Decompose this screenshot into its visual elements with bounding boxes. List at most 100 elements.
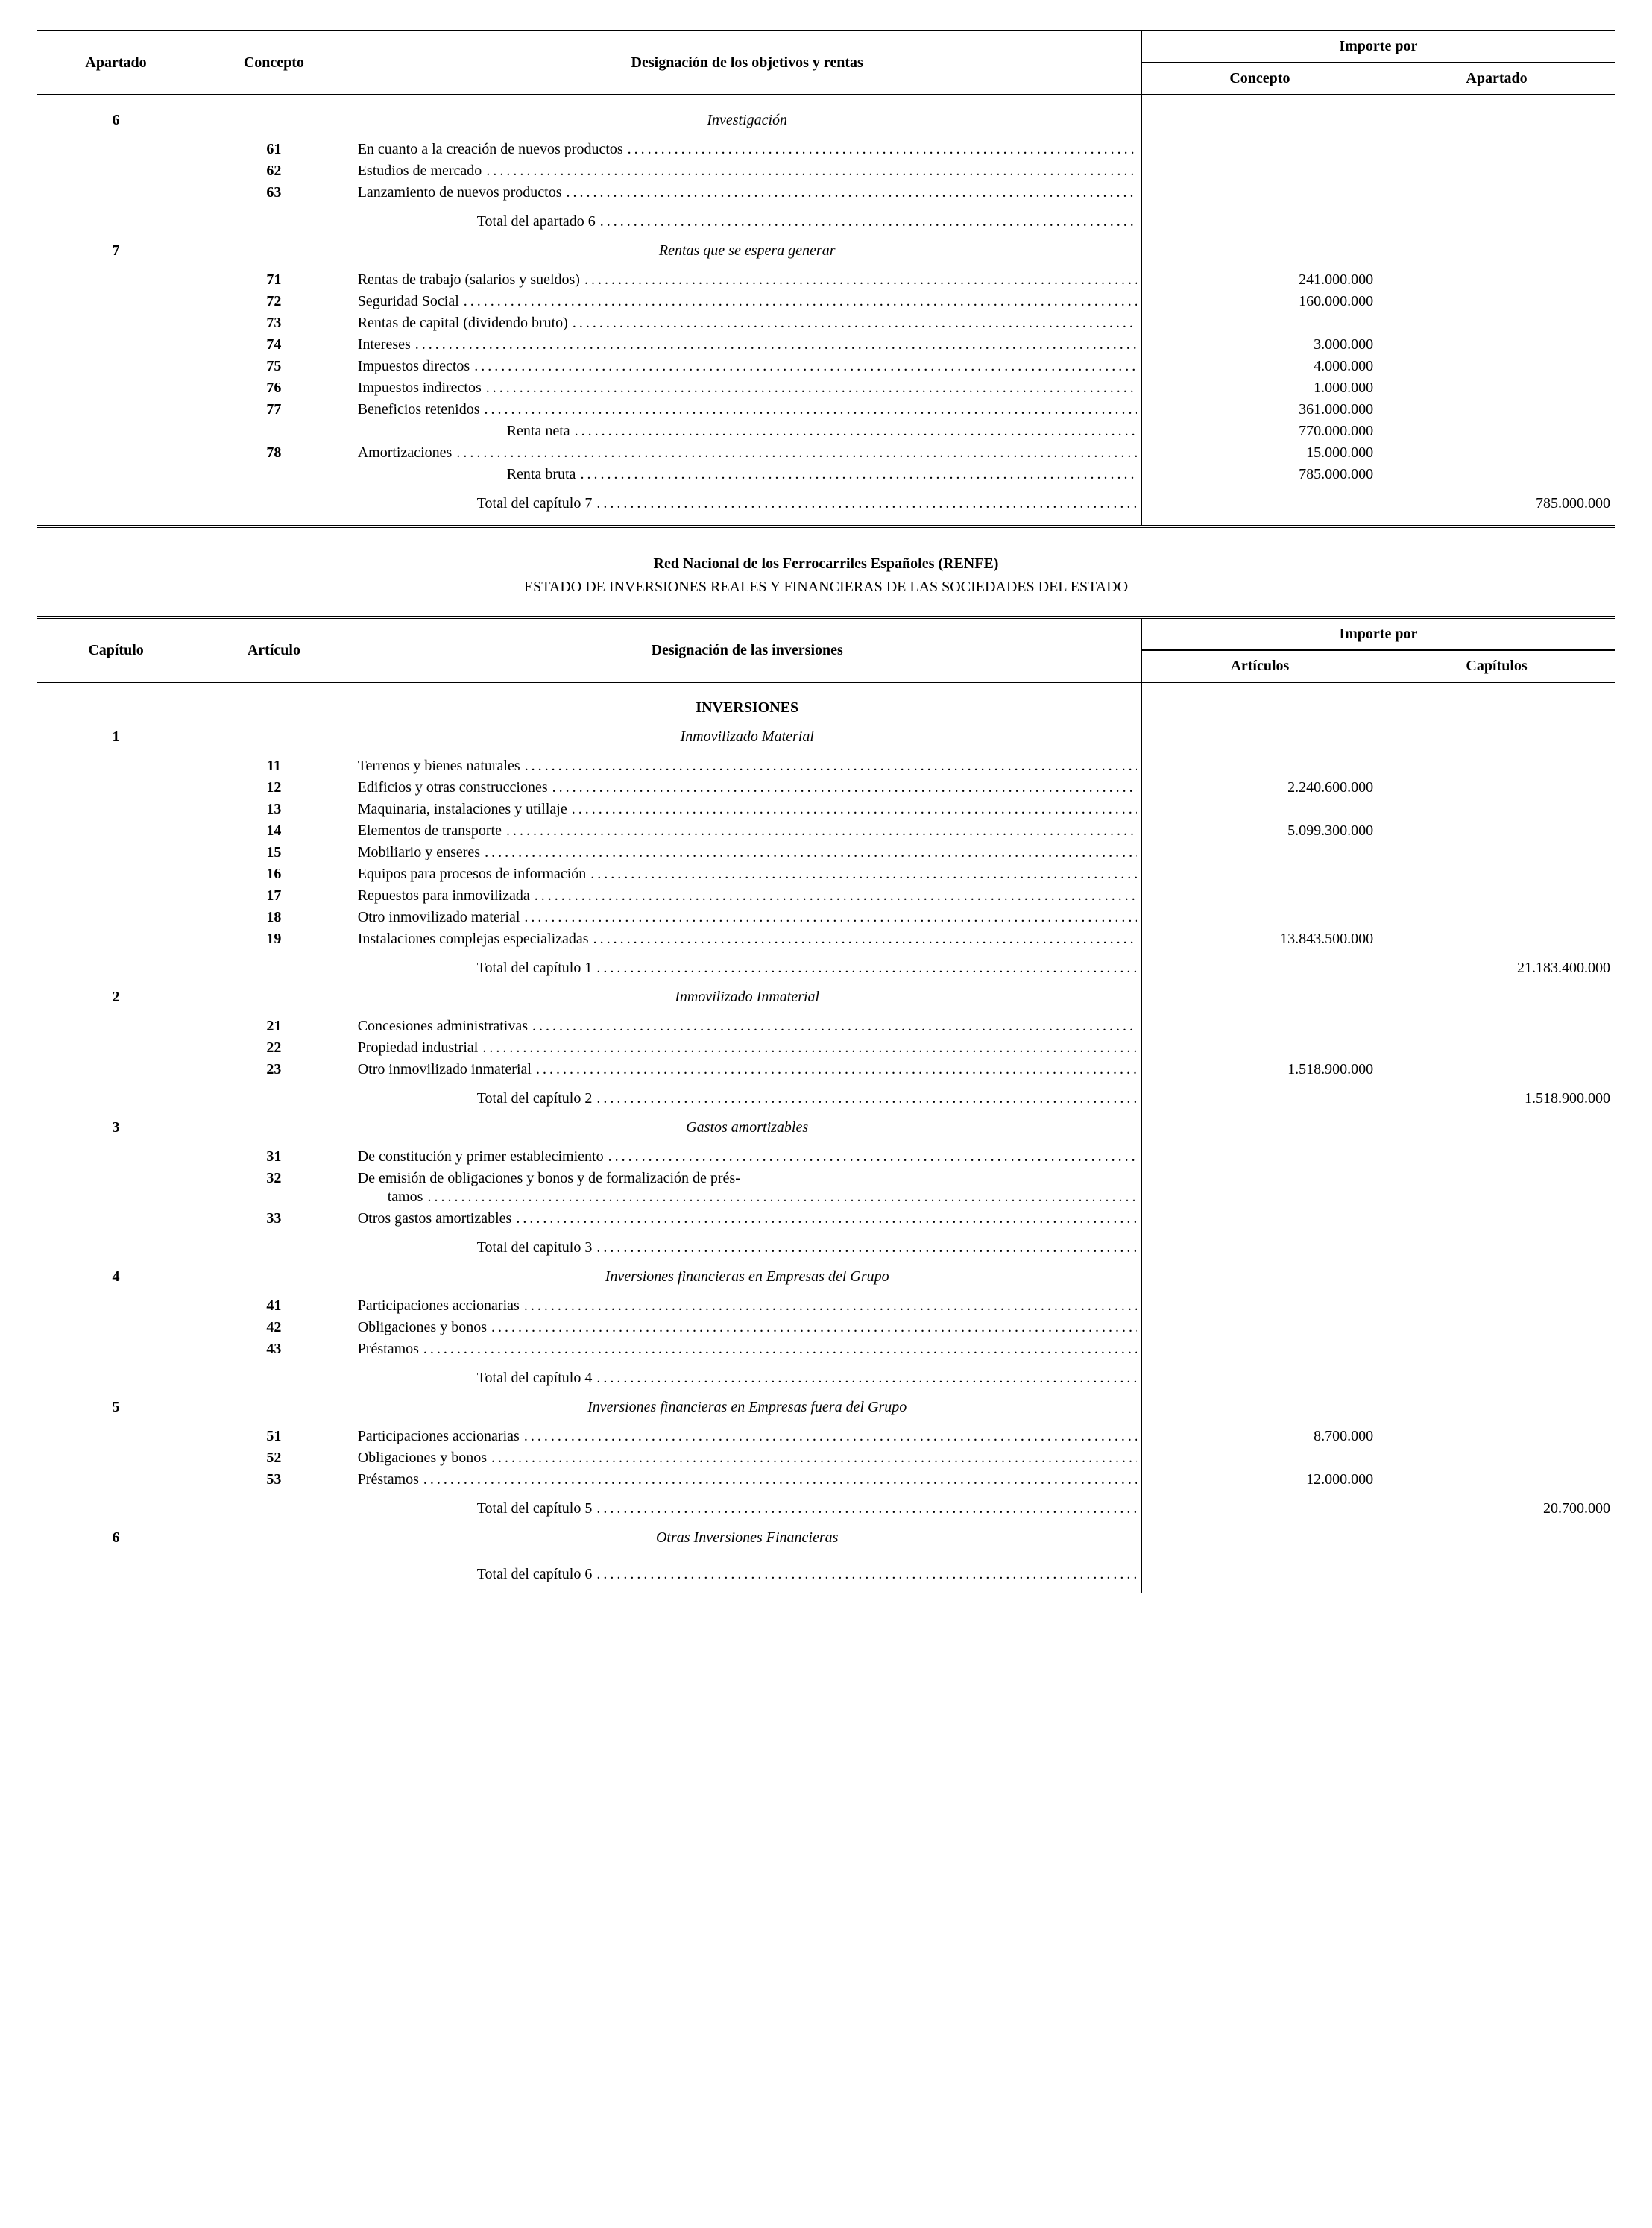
row-value-capitulo (1378, 755, 1615, 777)
table-row: 18Otro inmovilizado material (37, 907, 1615, 928)
row-value-capitulo (1378, 1208, 1615, 1230)
row-value-capitulo (1378, 777, 1615, 799)
total-row: Total del capítulo 2 1.518.900.000 (37, 1088, 1615, 1110)
row-label: Préstamos (353, 1338, 1141, 1360)
total-value-capitulo: 21.183.400.000 (1378, 957, 1615, 979)
total-value-articulo (1141, 1564, 1378, 1585)
table-row: 51Participaciones accionarias8.700.000 (37, 1426, 1615, 1447)
table-row: 75Impuestos directos4.000.000 (37, 356, 1615, 377)
total-row: Total del capítulo 4 (37, 1368, 1615, 1389)
articulo-code: 53 (195, 1469, 353, 1491)
table-row: 33Otros gastos amortizables (37, 1208, 1615, 1230)
articulo-code: 41 (195, 1295, 353, 1317)
row-label: Intereses (353, 334, 1141, 356)
total-label: Total del capítulo 2 (353, 1088, 1141, 1110)
total-label: Total del apartado 6 (353, 211, 1141, 233)
concepto-code: 74 (195, 334, 353, 356)
row-value-articulo: 2.240.600.000 (1141, 777, 1378, 799)
row-label: Obligaciones y bonos (353, 1447, 1141, 1469)
row-value-concepto (1141, 182, 1378, 204)
row-value-articulo (1141, 1208, 1378, 1230)
total-row: Total del capítulo 520.700.000 (37, 1498, 1615, 1520)
row-value-concepto: 785.000.000 (1141, 464, 1378, 485)
table-row: 61En cuanto a la creación de nuevos prod… (37, 139, 1615, 160)
row-label: Impuestos indirectos (353, 377, 1141, 399)
row-value-capitulo (1378, 1168, 1615, 1208)
row-value-apartado (1378, 182, 1615, 204)
section-heading: Inmovilizado Inmaterial (353, 986, 1141, 1008)
articulo-code: 52 (195, 1447, 353, 1469)
row-label: Obligaciones y bonos (353, 1317, 1141, 1338)
table-row: 42Obligaciones y bonos (37, 1317, 1615, 1338)
row-value-articulo (1141, 1016, 1378, 1037)
row-label: Concesiones administrativas (353, 1016, 1141, 1037)
articulo-code: 51 (195, 1426, 353, 1447)
table-row: 12Edificios y otras construcciones2.240.… (37, 777, 1615, 799)
row-label: Otro inmovilizado inmaterial (353, 1059, 1141, 1080)
row-value-articulo (1141, 1037, 1378, 1059)
row-value-articulo (1141, 1295, 1378, 1317)
row-value-apartado (1378, 139, 1615, 160)
row-value-articulo (1141, 799, 1378, 820)
row-label: Edificios y otras construcciones (353, 777, 1141, 799)
table-row: 16Equipos para procesos de información (37, 863, 1615, 885)
row-value-apartado (1378, 421, 1615, 442)
table-row: 63Lanzamiento de nuevos productos (37, 182, 1615, 204)
row-value-concepto: 361.000.000 (1141, 399, 1378, 421)
total-value-capitulo (1378, 1564, 1615, 1585)
table-row: 23Otro inmovilizado inmaterial1.518.900.… (37, 1059, 1615, 1080)
row-label: De emisión de obligaciones y bonos y de … (353, 1168, 1141, 1208)
row-value-apartado (1378, 356, 1615, 377)
table-row: 74Intereses3.000.000 (37, 334, 1615, 356)
articulo-code: 13 (195, 799, 353, 820)
row-label: Renta neta (353, 421, 1141, 442)
capitulo-3: 3 (37, 1117, 195, 1139)
th-imp-capitulos: Capítulos (1378, 650, 1615, 682)
capitulo-4: 4 (37, 1266, 195, 1288)
row-value-capitulo (1378, 928, 1615, 950)
row-value-concepto: 770.000.000 (1141, 421, 1378, 442)
total-value-capitulo: 1.518.900.000 (1378, 1088, 1615, 1110)
row-label: Impuestos directos (353, 356, 1141, 377)
articulo-code: 12 (195, 777, 353, 799)
row-label: Rentas de capital (dividendo bruto) (353, 312, 1141, 334)
row-label: Estudios de mercado (353, 160, 1141, 182)
total-value-articulo (1141, 1368, 1378, 1389)
row-value-articulo (1141, 907, 1378, 928)
row-label: Maquinaria, instalaciones y utillaje (353, 799, 1141, 820)
articulo-code: 31 (195, 1146, 353, 1168)
row-value-apartado (1378, 160, 1615, 182)
row-value-apartado (1378, 464, 1615, 485)
concepto-code: 72 (195, 291, 353, 312)
capitulo-5: 5 (37, 1397, 195, 1418)
total-value-capitulo: 20.700.000 (1378, 1498, 1615, 1520)
row-value-articulo: 13.843.500.000 (1141, 928, 1378, 950)
capitulo-6: 6 (37, 1527, 195, 1549)
row-value-concepto (1141, 160, 1378, 182)
table-row: 78Amortizaciones15.000.000 (37, 442, 1615, 464)
row-value-capitulo (1378, 820, 1615, 842)
row-label: Mobiliario y enseres (353, 842, 1141, 863)
articulo-code: 16 (195, 863, 353, 885)
row-label: Repuestos para inmovilizada (353, 885, 1141, 907)
total-value-articulo (1141, 957, 1378, 979)
row-value-articulo: 5.099.300.000 (1141, 820, 1378, 842)
total-value-articulo (1141, 1088, 1378, 1110)
articulo-code: 32 (195, 1168, 353, 1208)
table-row: 71Rentas de trabajo (salarios y sueldos)… (37, 269, 1615, 291)
row-value-articulo (1141, 1447, 1378, 1469)
row-label: Elementos de transporte (353, 820, 1141, 842)
row-label: Renta bruta (353, 464, 1141, 485)
row-value-articulo (1141, 1317, 1378, 1338)
table-row: 31De constitución y primer establecimien… (37, 1146, 1615, 1168)
row-value-concepto: 3.000.000 (1141, 334, 1378, 356)
capitulo-2: 2 (37, 986, 195, 1008)
row-value-capitulo (1378, 1469, 1615, 1491)
articulo-code: 17 (195, 885, 353, 907)
total-value-apartado: 785.000.000 (1378, 493, 1615, 514)
row-label: Participaciones accionarias (353, 1295, 1141, 1317)
row-label: Instalaciones complejas especializadas (353, 928, 1141, 950)
row-value-articulo (1141, 755, 1378, 777)
total-value-capitulo (1378, 1237, 1615, 1259)
row-value-articulo: 1.518.900.000 (1141, 1059, 1378, 1080)
